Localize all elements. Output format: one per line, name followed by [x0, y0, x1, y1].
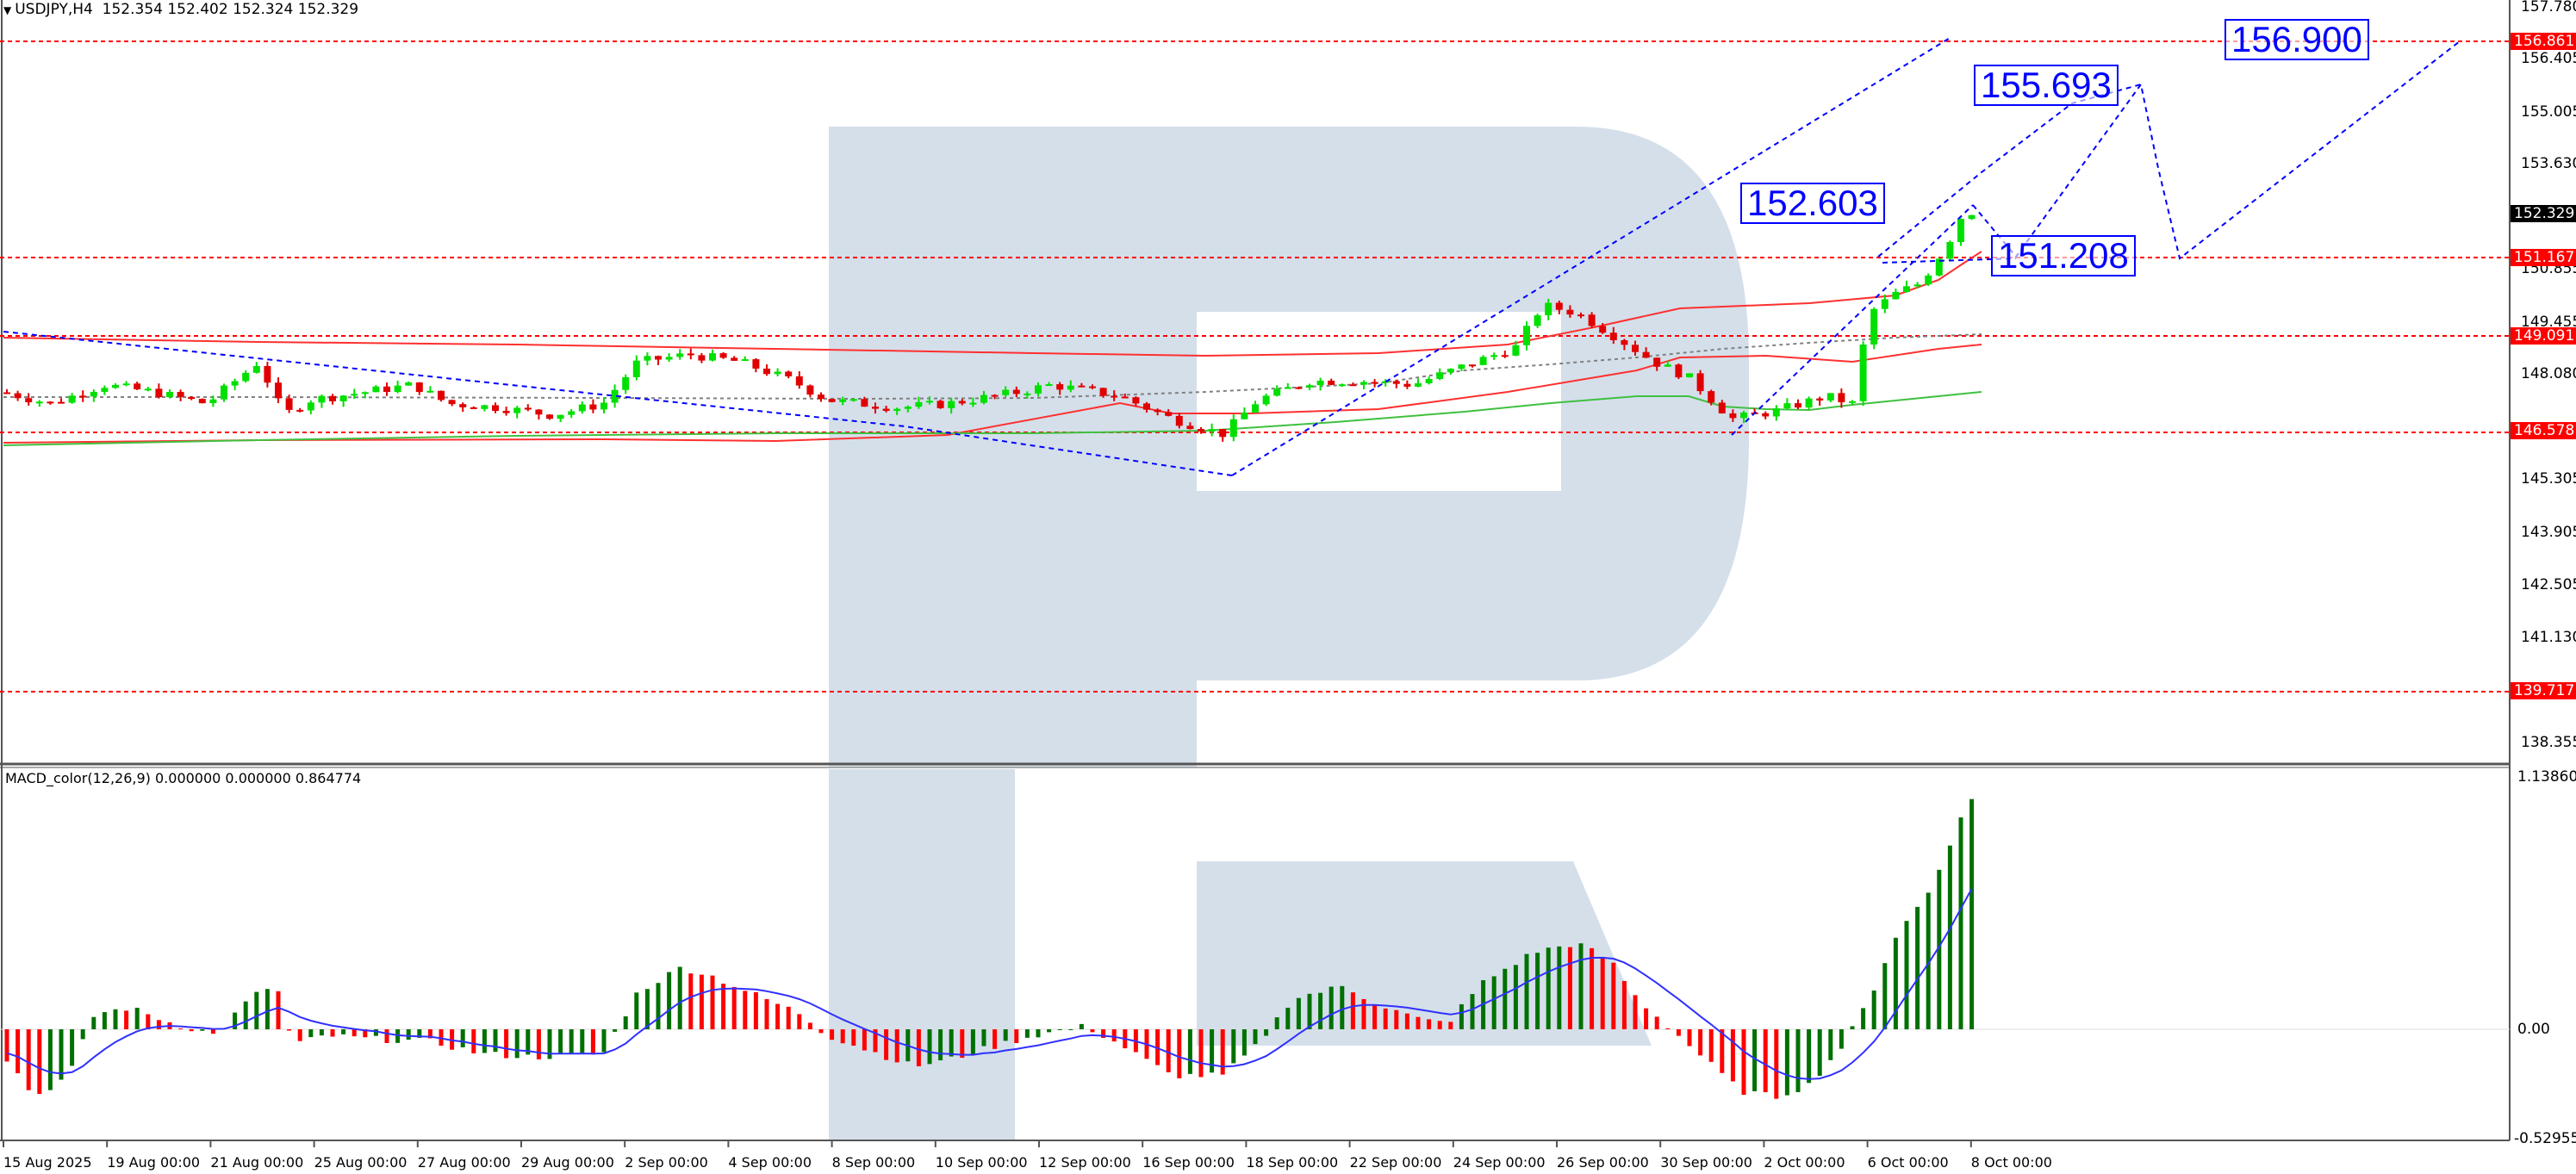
macd-signal-line — [6, 888, 1973, 1080]
target-label-155-693: 155.693 — [1974, 65, 2119, 106]
triangle-down-icon[interactable]: ▼ — [3, 4, 12, 16]
time-tick-label: 22 Sep 00:00 — [1349, 1154, 1442, 1171]
price-tick-label: 145.305 — [2521, 470, 2576, 488]
price-tick-label: 153.630 — [2521, 155, 2576, 173]
uptrend-line — [1231, 36, 1952, 476]
time-tick-label: 10 Sep 00:00 — [935, 1154, 1028, 1171]
time-tick-label: 2 Oct 00:00 — [1764, 1154, 1845, 1171]
time-tick-label: 8 Sep 00:00 — [831, 1154, 916, 1171]
ma-red-middle — [3, 344, 1982, 444]
price-tick-label: 155.005 — [2521, 102, 2576, 121]
time-tick-label: 18 Sep 00:00 — [1246, 1154, 1339, 1171]
level-price-tag: 149.091 — [2511, 326, 2576, 345]
macd-axis-zero: 0.00 — [2517, 1021, 2550, 1038]
time-axis-ticks — [3, 1140, 1972, 1147]
forecast-path — [1972, 40, 2461, 260]
time-tick-label: 26 Sep 00:00 — [1557, 1154, 1649, 1171]
forecast-lines — [3, 36, 2461, 476]
time-tick-label: 16 Sep 00:00 — [1142, 1154, 1235, 1171]
forecast-branch — [1882, 258, 2017, 264]
price-tick-label: 142.505 — [2521, 576, 2576, 594]
time-tick-label: 8 Oct 00:00 — [1970, 1154, 2052, 1171]
price-tick-label: 149.455 — [2521, 313, 2576, 331]
time-tick-label: 24 Sep 00:00 — [1453, 1154, 1546, 1171]
ma-gray-dotted — [3, 333, 1982, 401]
time-tick-label: 12 Sep 00:00 — [1039, 1154, 1131, 1171]
level-price-tag: 146.578 — [2511, 422, 2576, 440]
time-tick-label: 25 Aug 00:00 — [314, 1154, 408, 1171]
current-price-tag: 152.329 — [2511, 204, 2576, 222]
ohlc-values: 152.354 152.402 152.324 152.329 — [102, 1, 359, 18]
macd-axis-min: -0.529554 — [2514, 1130, 2576, 1147]
price-tick-label: 157.780 — [2521, 0, 2576, 16]
level-price-tag: 151.167 — [2511, 248, 2576, 266]
price-tick-label: 143.905 — [2521, 523, 2576, 541]
moving-averages — [3, 251, 1982, 446]
time-tick-label: 19 Aug 00:00 — [107, 1154, 201, 1171]
time-tick-label: 6 Oct 00:00 — [1867, 1154, 1949, 1171]
candlesticks — [3, 214, 1976, 442]
time-tick-label: 15 Aug 2025 — [3, 1154, 92, 1171]
symbol-timeframe: USDJPY,H4 — [15, 1, 93, 18]
macd-axis-max: 1.138606 — [2517, 768, 2576, 786]
level-price-tag: 139.717 — [2511, 682, 2576, 700]
symbol-header[interactable]: ▼ USDJPY,H4 152.354 152.402 152.324 152.3… — [3, 1, 358, 18]
price-tick-label: 156.405 — [2521, 50, 2576, 68]
price-tick-label: 138.355 — [2521, 733, 2576, 751]
forecast-branch-2 — [1877, 84, 2142, 258]
rally-channel-lower — [1731, 204, 1974, 436]
ma-green-lower — [3, 391, 1982, 446]
macd-indicator-label: MACD_color(12,26,9) 0.000000 0.000000 0.… — [5, 770, 362, 786]
price-tick-label: 141.130 — [2521, 628, 2576, 646]
ma-red-upper — [3, 251, 1982, 357]
target-label-152-603: 152.603 — [1740, 183, 1885, 224]
time-tick-label: 29 Aug 00:00 — [521, 1154, 614, 1171]
time-tick-label: 2 Sep 00:00 — [625, 1154, 708, 1171]
time-tick-label: 21 Aug 00:00 — [210, 1154, 304, 1171]
time-tick-label: 30 Sep 00:00 — [1660, 1154, 1752, 1171]
time-tick-label: 27 Aug 00:00 — [417, 1154, 511, 1171]
target-label-156-900: 156.900 — [2224, 19, 2369, 60]
time-tick-label: 4 Sep 00:00 — [728, 1154, 812, 1171]
target-label-151-208: 151.208 — [1991, 235, 2136, 276]
macd-histogram — [4, 798, 1975, 1099]
watermark-logo — [829, 127, 1749, 1140]
price-tick-label: 148.080 — [2521, 365, 2576, 383]
level-price-tag: 156.861 — [2511, 33, 2576, 51]
